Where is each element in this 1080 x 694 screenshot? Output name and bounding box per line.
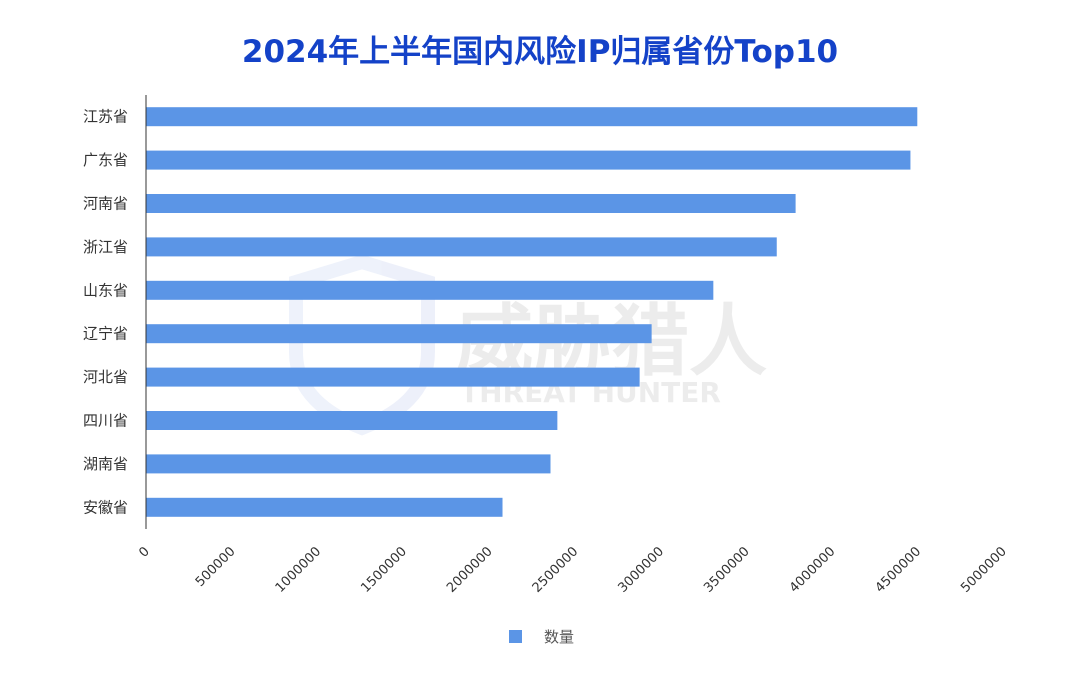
bar[interactable]	[146, 367, 640, 387]
x-tick-label: 3000000	[615, 544, 667, 596]
bar[interactable]	[146, 237, 777, 257]
x-tick-label: 3500000	[701, 544, 753, 596]
legend-swatch[interactable]	[509, 630, 522, 643]
y-tick-label: 广东省	[83, 151, 128, 169]
bar[interactable]	[146, 454, 551, 474]
x-tick-label: 2000000	[444, 544, 496, 596]
y-tick-label: 安徽省	[83, 498, 128, 516]
bar[interactable]	[146, 324, 652, 344]
y-tick-label: 湖南省	[83, 455, 128, 473]
legend-label[interactable]: 数量	[544, 628, 574, 646]
y-tick-label: 浙江省	[83, 238, 128, 256]
bar[interactable]	[146, 411, 558, 430]
bar[interactable]	[146, 150, 911, 170]
bar[interactable]	[146, 497, 503, 517]
bars-group	[146, 107, 918, 517]
bar[interactable]	[146, 107, 918, 127]
x-tick-label: 5000000	[958, 544, 1010, 596]
x-axis-labels: 0 500000 1000000 1500000 2000000 2500000 30000…	[136, 544, 1009, 596]
x-tick-label: 0	[136, 544, 152, 560]
x-tick-label: 4000000	[787, 544, 839, 596]
y-tick-label: 山东省	[83, 281, 128, 299]
x-tick-label: 1000000	[273, 544, 325, 596]
y-tick-label: 辽宁省	[83, 325, 128, 343]
legend[interactable]: 数量	[509, 628, 574, 646]
bar[interactable]	[146, 194, 796, 213]
x-tick-label: 2500000	[530, 544, 582, 596]
x-tick-label: 4500000	[873, 544, 925, 596]
y-tick-label: 四川省	[83, 412, 128, 430]
y-tick-label: 河北省	[83, 368, 128, 386]
chart-title: 2024年上半年国内风险IP归属省份Top10	[241, 34, 839, 70]
x-tick-label: 1500000	[358, 544, 410, 596]
bar[interactable]	[146, 280, 714, 300]
y-tick-label: 河南省	[83, 195, 128, 213]
y-tick-label: 江苏省	[83, 108, 128, 126]
x-tick-label: 500000	[193, 544, 239, 590]
